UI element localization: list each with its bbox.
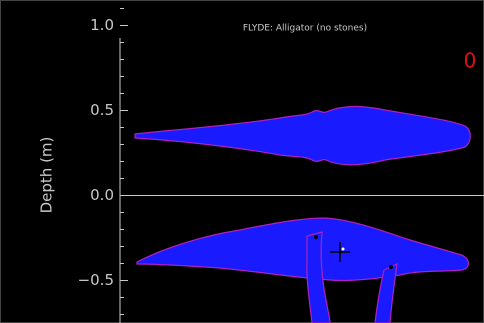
eye: [314, 235, 318, 239]
y-tick-label: 0.0: [90, 186, 114, 204]
y-tick-label: 0.5: [90, 101, 114, 119]
eye: [389, 265, 393, 269]
chart: FLYDE: Alligator (no stones) 0 Depth (m)…: [0, 0, 484, 323]
chart-title: FLYDE: Alligator (no stones): [243, 24, 367, 34]
y-tick-label: 1.0: [90, 16, 114, 34]
y-axis-label: Depth (m): [38, 137, 56, 214]
frame: [1, 1, 484, 323]
centroid: [342, 248, 345, 251]
y-tick-label: −0.5: [78, 271, 114, 289]
annotation: 0: [464, 49, 477, 73]
